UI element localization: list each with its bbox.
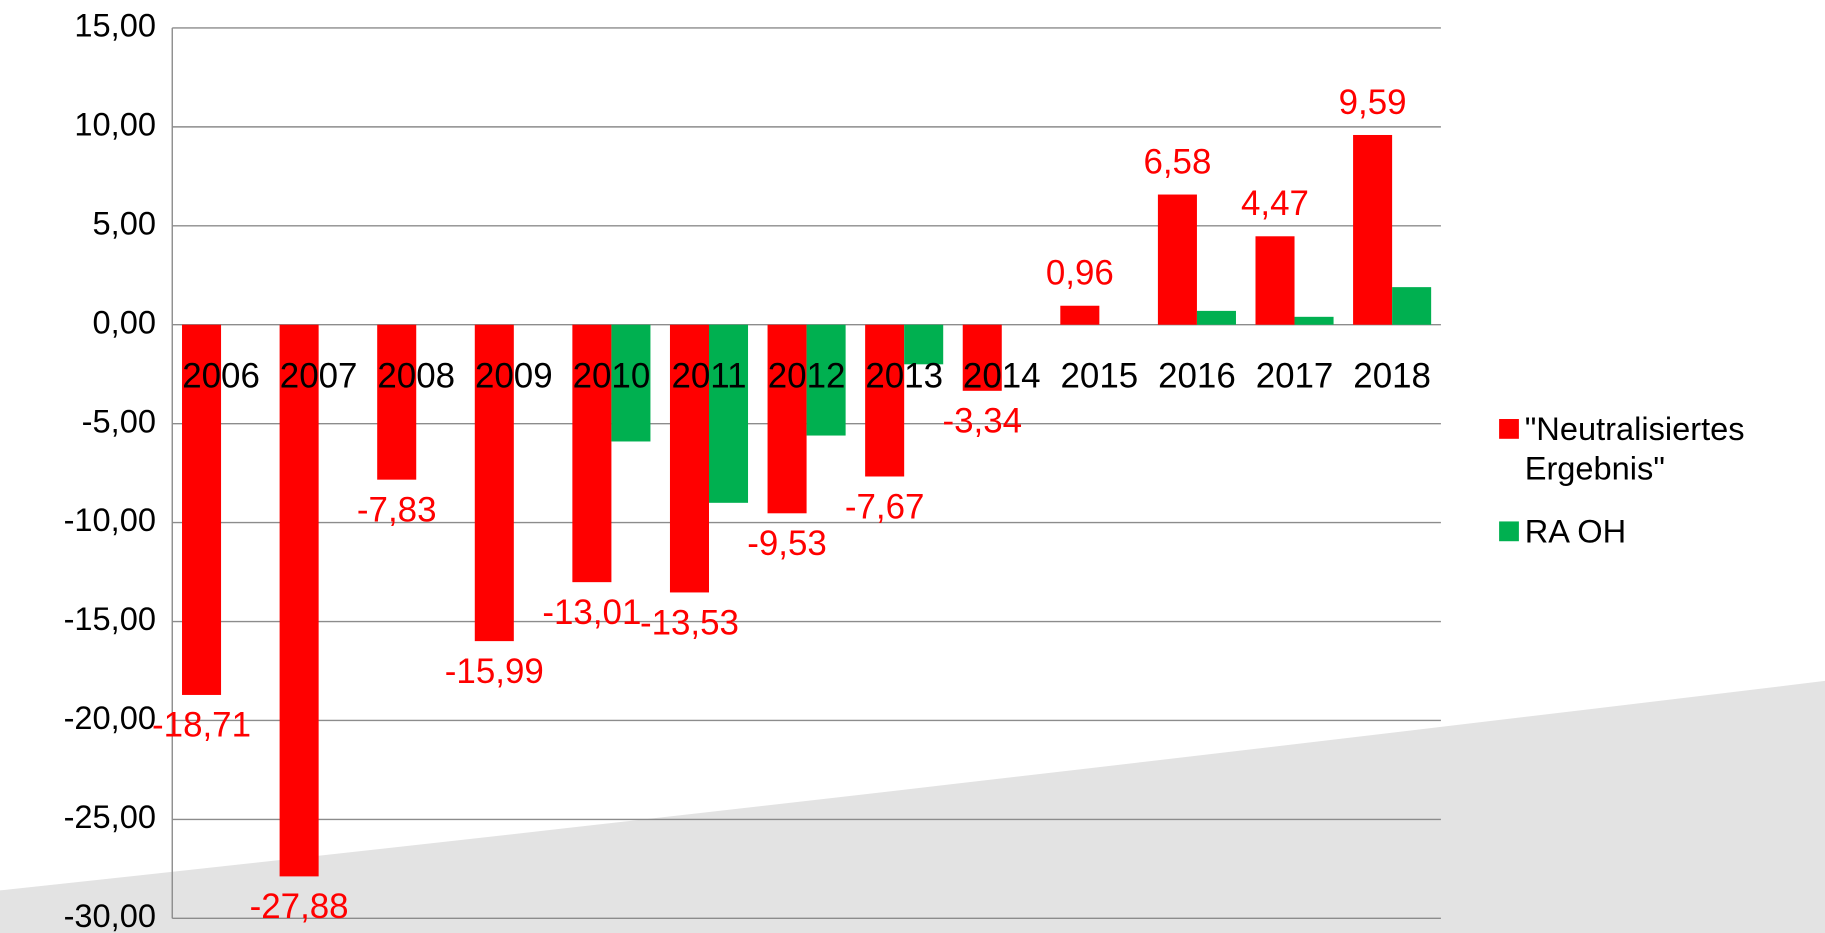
y-tick-label: -20,00 xyxy=(64,700,156,736)
x-tick-label: 2006 xyxy=(182,356,260,395)
bar xyxy=(377,324,417,480)
y-tick-label: -15,00 xyxy=(64,601,156,637)
bar xyxy=(1255,236,1295,325)
bar xyxy=(669,324,709,593)
x-tick-label: 2017 xyxy=(1256,356,1334,395)
bar xyxy=(1196,310,1236,325)
y-tick-label: -5,00 xyxy=(82,403,156,439)
bar xyxy=(708,324,749,503)
data-label: 4,47 xyxy=(1241,184,1309,223)
data-label: -18,71 xyxy=(152,706,251,745)
bar xyxy=(904,324,944,365)
y-tick-label: -30,00 xyxy=(64,898,156,933)
bar xyxy=(1157,194,1197,325)
plot-area: -30,00 -25,00 -20,00 -15,00 -10,00 -5,00 0,00 5… xyxy=(64,8,1745,933)
legend-item: RA OH xyxy=(1524,513,1627,550)
bar xyxy=(474,324,514,642)
data-label: -3,34 xyxy=(942,402,1022,441)
x-tick-label: 2012 xyxy=(768,356,846,395)
bar xyxy=(806,324,846,436)
x-tick-label: 2015 xyxy=(1061,356,1139,395)
bar xyxy=(182,324,222,695)
x-tick-label: 2016 xyxy=(1158,356,1236,395)
x-tick-label: 2014 xyxy=(963,356,1041,395)
bar xyxy=(1353,134,1393,325)
bar xyxy=(279,324,319,877)
x-tick-label: 2009 xyxy=(475,356,553,395)
data-label: -7,67 xyxy=(845,487,925,526)
x-tick-label: 2008 xyxy=(377,356,455,395)
legend-swatch xyxy=(1499,521,1519,542)
x-tick-label: 2013 xyxy=(865,356,943,395)
y-tick-label: -25,00 xyxy=(64,799,156,835)
data-label: 9,59 xyxy=(1339,83,1407,122)
bar xyxy=(767,324,807,514)
x-tick-label: 2018 xyxy=(1353,356,1431,395)
y-tick-label: -10,00 xyxy=(64,502,156,538)
x-tick-label: 2007 xyxy=(280,356,358,395)
x-tick-label: 2010 xyxy=(573,356,651,395)
background-swoosh xyxy=(0,680,1825,933)
bar xyxy=(1060,305,1100,325)
data-label: 6,58 xyxy=(1143,142,1211,181)
legend-label: RA OH xyxy=(1524,513,1627,550)
bar xyxy=(572,324,612,583)
legend-item: "Neutralisiertes Ergebnis" xyxy=(1524,410,1745,487)
y-tick-label: 10,00 xyxy=(74,106,156,142)
bar xyxy=(1294,316,1334,325)
y-tick-label: 5,00 xyxy=(93,205,156,241)
bar xyxy=(865,324,905,477)
x-tick-label: 2011 xyxy=(671,356,746,395)
bar xyxy=(611,324,651,442)
y-tick-label: 15,00 xyxy=(74,8,156,44)
data-label: -15,99 xyxy=(445,652,544,691)
legend-label: "Neutralisiertes Ergebnis" xyxy=(1524,410,1745,487)
bar xyxy=(962,324,1002,391)
data-label: -9,53 xyxy=(747,524,827,563)
legend-swatch xyxy=(1499,419,1519,439)
data-label: -7,83 xyxy=(357,490,437,529)
data-label: -27,88 xyxy=(250,887,349,926)
data-label: -13,53 xyxy=(640,603,739,642)
data-label: -13,01 xyxy=(542,593,641,632)
data-label: 0,96 xyxy=(1046,254,1114,293)
bar xyxy=(1392,287,1432,325)
y-tick-label: 0,00 xyxy=(93,304,156,340)
